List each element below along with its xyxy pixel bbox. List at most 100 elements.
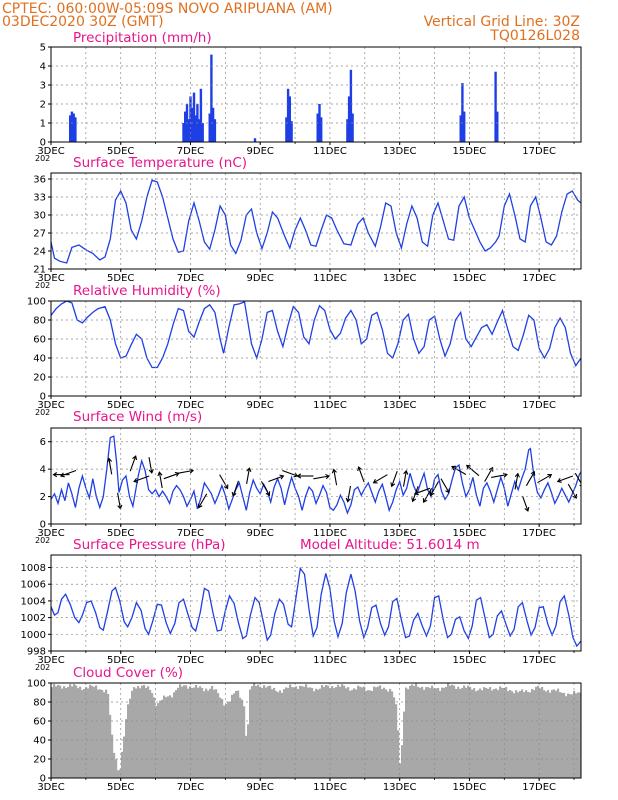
x-tick-label: 9DEC [247, 400, 274, 411]
pressure-plot: 998 1000 1002 1004 1006 1008 3DEC 5DEC 7DEC 9DEC 1… [21, 554, 582, 672]
cloud-bar [321, 685, 324, 778]
year-label-fragment: 202 [35, 408, 50, 417]
precip-bar [496, 111, 499, 142]
cloud-bar [433, 688, 436, 778]
cloud-bar [91, 685, 94, 778]
cloud-bar [187, 688, 190, 778]
precip-bar [187, 119, 190, 142]
cloud-bar [369, 690, 372, 778]
precip-bar [201, 123, 204, 142]
panel-pressure: Surface Pressure (hPa) Model Altitude: 5… [21, 537, 582, 672]
y-tick-label: 21 [33, 265, 46, 276]
y-tick-label: 40 [33, 736, 46, 747]
precip-bar [74, 117, 77, 142]
cloud-bar [325, 685, 328, 778]
cloud-bar [511, 691, 514, 778]
cloud-bar [245, 735, 248, 778]
y-tick-label: 1000 [21, 630, 46, 641]
cloud-bar [103, 692, 106, 778]
cloud-bar [241, 699, 244, 778]
cloud-bar [535, 686, 538, 778]
cloud-bar [499, 686, 502, 778]
y-tick-label: 1008 [21, 563, 46, 574]
cloud-bar [167, 696, 170, 778]
x-tick-label: 13DEC [383, 528, 417, 539]
cloud-bar [141, 685, 144, 778]
cloud-bar [337, 684, 340, 778]
y-tick-label: 60 [33, 717, 46, 728]
cloud-bar [231, 694, 234, 778]
y-tick-label: 20 [33, 755, 46, 766]
cloud-bar [313, 691, 316, 778]
cloud-bar [129, 698, 132, 778]
cloud-bar [81, 690, 84, 778]
cloud-bar [117, 770, 120, 778]
cloud-bar [441, 687, 444, 778]
precip-bar [285, 117, 288, 142]
cloud-bar [215, 689, 218, 778]
precip-bar [318, 104, 321, 142]
cloud-bar [197, 687, 200, 778]
cloud-bar [373, 686, 376, 778]
cloud-bar [299, 685, 302, 778]
cloud-bar [105, 689, 108, 778]
wind-arrow [331, 468, 338, 486]
cloud-bar [367, 690, 370, 778]
cloud-bar [417, 686, 420, 778]
precip-bar [192, 92, 196, 142]
cloud-bar [291, 687, 294, 778]
plot-frame [50, 427, 582, 525]
temperature-plot: 21 24 27 30 33 36 3DEC 5DEC 7DEC 9DEC 11DEC 13DEC 15… [33, 172, 582, 290]
cloud-bar [195, 685, 198, 778]
cloud-bar [135, 688, 138, 778]
cloud-bar [225, 704, 228, 778]
cloud-bar [529, 692, 532, 778]
y-tick-label: 60 [33, 335, 46, 346]
y-tick-label: 1004 [21, 596, 46, 607]
data-layer [69, 54, 499, 142]
cloud-bar [303, 686, 306, 778]
cloud-bar [307, 687, 310, 778]
cloud-bar [353, 688, 356, 778]
cloud-bar [311, 687, 314, 778]
cloud-bar [569, 694, 572, 778]
cloud-bar [579, 692, 581, 778]
cloud-bar [289, 684, 292, 778]
x-tick-label: 3DEC [37, 400, 64, 411]
precip-bar [351, 113, 354, 142]
y-tick-label: 80 [33, 316, 46, 327]
y-tick-label: 40 [33, 354, 46, 365]
cloud-bar [65, 688, 68, 778]
cloud-bar [327, 685, 330, 778]
x-tick-label: 9DEC [247, 528, 274, 539]
x-tick-label: 7DEC [177, 146, 204, 157]
cloud-bar [133, 687, 136, 778]
precip-bar [286, 88, 290, 142]
cloud-bar [475, 691, 478, 778]
cloud-bar [553, 689, 556, 778]
year-label-fragment: 202 [35, 536, 50, 545]
cloud-bar [447, 683, 450, 778]
cloud-bar [265, 687, 268, 778]
cloud-bar [483, 687, 486, 778]
cloud-bar [415, 683, 418, 778]
cloud-bar [165, 697, 168, 778]
cloud-bar [315, 688, 318, 778]
cloud-bar [431, 685, 434, 778]
cloud-bar [379, 685, 382, 778]
cloud-bar [501, 687, 504, 778]
wind-arrow [345, 485, 352, 503]
x-tick-label: 15DEC [453, 146, 487, 157]
cloud-bar [557, 688, 560, 778]
cloud-bar [101, 690, 104, 778]
cloud-bar [221, 699, 224, 778]
series-line [51, 179, 581, 264]
cloud-bar [145, 687, 148, 778]
temperature-title: Surface Temperature (nC) [73, 155, 247, 171]
cloud-bar [407, 689, 410, 778]
x-tick-label: 3DEC [37, 655, 64, 666]
cloud-bar [71, 686, 74, 778]
x-tick-label: 7DEC [177, 528, 204, 539]
y-tick-label: 20 [33, 373, 46, 384]
